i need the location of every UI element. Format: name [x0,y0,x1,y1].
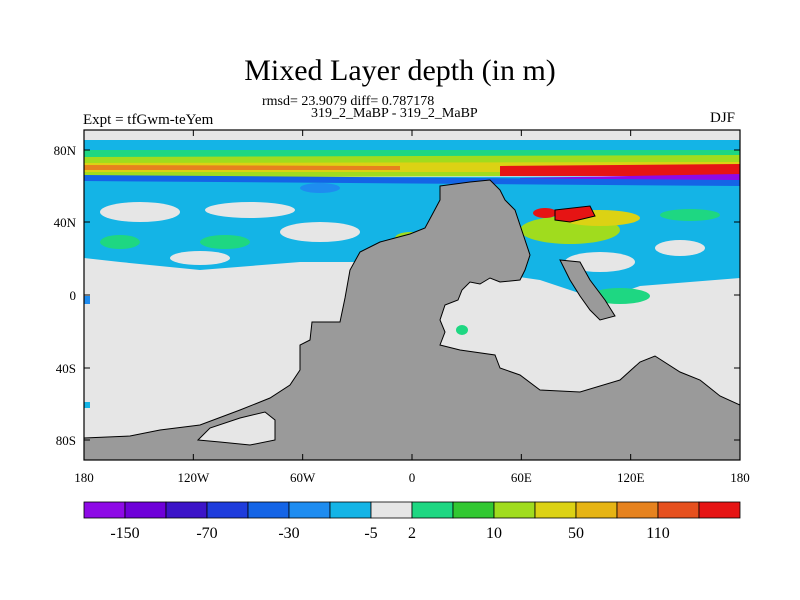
cyan-blob [84,402,90,408]
experiment-label: Expt = tfGwm-teYem [83,112,214,128]
green-blob [456,325,468,335]
colorbar-label: -30 [278,525,299,542]
colorbar-label: 50 [568,525,584,542]
green-blob [100,235,140,249]
white-patch [655,240,705,256]
rmsd-diff-stats: rmsd= 23.9079 diff= 0.787178 [262,94,435,109]
colorbar-swatch [616,501,659,519]
colorbar-swatch [288,501,331,519]
colorbar-label: 10 [486,525,502,542]
colorbar-swatch [452,501,495,519]
colorbar-label: -150 [110,525,139,542]
lat-label: 40S [56,361,76,376]
colorbar-swatch [329,501,372,519]
colorbar-swatch [698,501,741,519]
lon-label: 120E [617,470,645,485]
run-comparison-subtitle: 319_2_MaBP - 319_2_MaBP [311,106,478,121]
lon-label: 0 [409,470,416,485]
colorbar-swatch [411,501,454,519]
white-patch [280,222,360,242]
landmass-south-pacific-island [196,411,276,446]
blue-blob [84,296,90,304]
plot-title: Mixed Layer depth (in m) [244,54,556,87]
lat-label: 0 [70,288,77,303]
landmass-americas-africa [84,179,740,460]
colorbar-swatch [124,501,167,519]
landmass-east-peninsula [554,205,596,223]
red-blob [533,208,557,218]
latitude-axis: 80N 40N 0 40S 80S [54,143,740,448]
lon-label: 60E [511,470,532,485]
arctic-band-orange [84,165,400,170]
colorbar-swatch [83,501,126,519]
lat-label: 80S [56,433,76,448]
green-blob [660,209,720,221]
lon-label: 180 [74,470,94,485]
map-plot-area [84,130,740,460]
lon-label: 60W [290,470,316,485]
white-patch [205,202,295,218]
lat-label: 80N [54,143,77,158]
colorbar-swatch [657,501,700,519]
colorbar-swatch [493,501,536,519]
white-patch [100,202,180,222]
colorbar-label: -5 [364,525,377,542]
lat-label: 40N [54,215,77,230]
colorbar: -150 -70 -30 -5 2 10 50 110 [83,501,741,542]
colorbar-swatch [370,501,413,519]
season-label: DJF [710,110,736,126]
arctic-band-red-east [500,164,740,176]
colorbar-label: 110 [646,525,669,542]
lon-label: 120W [177,470,210,485]
white-patch [170,251,230,265]
colorbar-swatch [575,501,618,519]
colorbar-swatch [165,501,208,519]
longitude-axis: 180 120W 60W 0 60E 120E 180 [74,130,750,485]
colorbar-label: 2 [408,525,416,542]
lon-label: 180 [730,470,750,485]
colorbar-swatch [534,501,577,519]
blue-blob [300,183,340,193]
colorbar-label: -70 [196,525,217,542]
colorbar-swatch [247,501,290,519]
arctic-band-blue [84,175,740,186]
green-blob [200,235,250,249]
land-masses [84,179,740,460]
colorbar-swatch [206,501,249,519]
landmass-east-asia [559,259,616,321]
